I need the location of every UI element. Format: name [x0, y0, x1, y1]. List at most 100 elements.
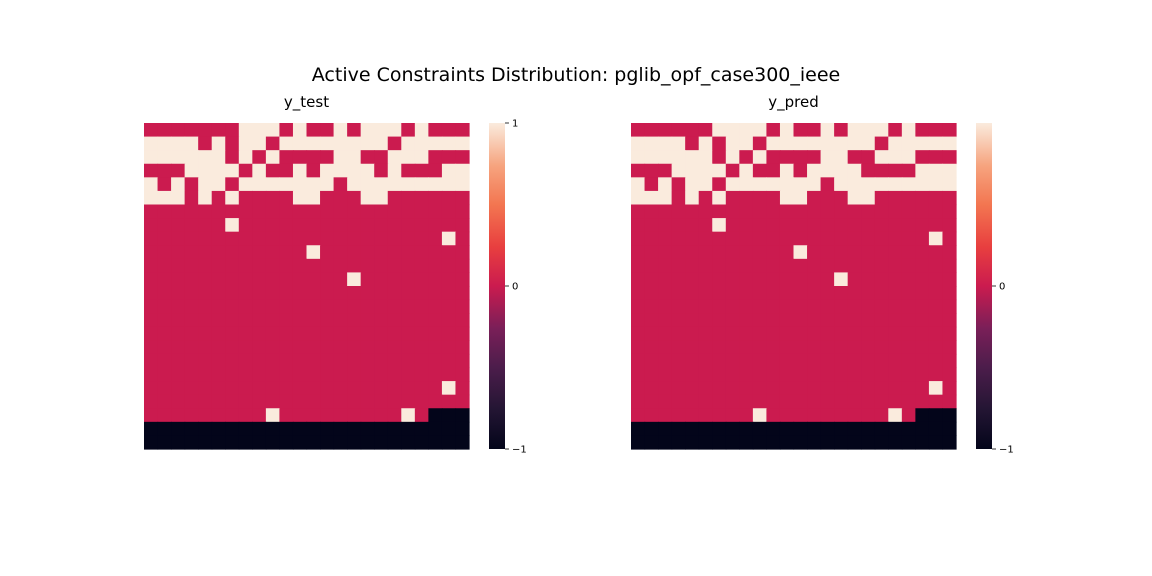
heatmap-cell-r21-c21: [915, 408, 930, 423]
heatmap-cell-r16-c22: [441, 340, 457, 355]
heatmap-cell-r10-c4: [685, 258, 700, 274]
heatmap-cell-r1-c18: [874, 136, 889, 151]
heatmap-cell-r19-c7: [725, 381, 740, 396]
heatmap-cell-r9-c11: [779, 245, 795, 260]
heatmap-cell-r0-c23: [942, 123, 957, 138]
heatmap-cell-r23-c12: [793, 435, 808, 450]
heatmap-cell-r4-c23: [942, 177, 957, 192]
heatmap-cell-r11-c16: [360, 272, 375, 287]
heatmap-cell-r21-c5: [211, 408, 226, 423]
heatmap-cell-r1-c13: [807, 136, 822, 151]
heatmap-cell-r17-c23: [455, 353, 470, 369]
heatmap-cell-r16-c16: [847, 340, 862, 355]
heatmap-cell-r13-c19: [888, 299, 903, 314]
heatmap-cell-r12-c11: [779, 286, 795, 301]
heatmap-cell-r14-c2: [658, 313, 673, 328]
heatmap-cell-r13-c10: [766, 299, 781, 314]
heatmap-cell-r21-c0: [144, 408, 159, 423]
heatmap-cell-r3-c21: [915, 163, 930, 178]
heatmap-cell-r15-c6: [712, 326, 727, 341]
heatmap-cell-r10-c4: [198, 258, 213, 274]
heatmap-cell-r2-c13: [320, 150, 335, 165]
heatmap-cell-r19-c1: [644, 381, 659, 396]
heatmap-cell-r4-c15: [347, 177, 362, 192]
heatmap-cell-r2-c15: [834, 150, 849, 165]
heatmap-cell-r12-c0: [631, 286, 646, 301]
heatmap-cell-r13-c5: [211, 299, 226, 314]
heatmap-cell-r10-c17: [861, 258, 876, 274]
heatmap-cell-r22-c17: [861, 421, 876, 437]
heatmap-cell-r11-c10: [279, 272, 294, 287]
heatmap-cell-r6-c22: [441, 204, 457, 219]
heatmap-cell-r17-c18: [387, 353, 402, 369]
heatmap-cell-r19-c1: [157, 381, 172, 396]
heatmap-cell-r0-c8: [739, 123, 754, 138]
heatmap-cell-r9-c23: [455, 245, 470, 260]
heatmap-cell-r10-c15: [834, 258, 849, 274]
heatmap-cell-r15-c14: [820, 326, 835, 341]
heatmap-cell-r22-c11: [292, 421, 308, 437]
heatmap-cell-r3-c19: [401, 163, 416, 178]
heatmap-cell-r14-c10: [279, 313, 294, 328]
heatmap-cell-r13-c9: [752, 299, 768, 314]
heatmap-cell-r22-c8: [739, 421, 754, 437]
heatmap-cell-r20-c5: [211, 394, 226, 409]
heatmap-cell-r14-c3: [184, 313, 199, 328]
heatmap-cell-r2-c12: [306, 150, 321, 165]
heatmap-cell-r0-c13: [807, 123, 822, 138]
heatmap-cell-r22-c9: [265, 421, 281, 437]
heatmap-cell-r16-c8: [739, 340, 754, 355]
heatmap-cell-r7-c2: [658, 218, 673, 233]
heatmap-cell-r22-c19: [888, 421, 903, 437]
heatmap-cell-r11-c21: [428, 272, 443, 287]
heatmap-cell-r9-c13: [807, 245, 822, 260]
heatmap-cell-r14-c8: [739, 313, 754, 328]
heatmap-cell-r8-c18: [387, 231, 402, 246]
heatmap-cell-r4-c4: [198, 177, 213, 192]
heatmap-cell-r12-c7: [238, 286, 253, 301]
heatmap-cell-r22-c5: [698, 421, 713, 437]
heatmap-cell-r1-c23: [942, 136, 957, 151]
heatmap-cell-r23-c0: [631, 435, 646, 450]
heatmap-cell-r19-c12: [793, 381, 808, 396]
heatmap-cell-r20-c22: [928, 394, 944, 409]
heatmap-cell-r5-c22: [928, 190, 944, 206]
heatmap-cell-r17-c4: [198, 353, 213, 369]
heatmap-cell-r20-c3: [184, 394, 199, 409]
heatmap-cell-r14-c20: [414, 313, 429, 328]
heatmap-cell-r18-c5: [211, 367, 226, 382]
heatmap-cell-r3-c2: [171, 163, 186, 178]
heatmap-cell-r15-c0: [144, 326, 159, 341]
heatmap-cell-r13-c12: [306, 299, 321, 314]
heatmap-cell-r6-c15: [834, 204, 849, 219]
heatmap-cell-r10-c12: [793, 258, 808, 274]
heatmap-cell-r3-c1: [644, 163, 659, 178]
heatmap-cell-r18-c11: [292, 367, 308, 382]
heatmap-cell-r5-c17: [374, 190, 389, 206]
colorbar-gradient: [489, 123, 505, 449]
heatmap-cell-r9-c21: [428, 245, 443, 260]
heatmap-cell-r21-c10: [766, 408, 781, 423]
heatmap-cell-r23-c13: [320, 435, 335, 450]
heatmap-cell-r3-c0: [631, 163, 646, 178]
heatmap-cell-r20-c3: [671, 394, 686, 409]
heatmap-cell-r22-c0: [631, 421, 646, 437]
heatmap-cell-r7-c8: [739, 218, 754, 233]
heatmap-cell-r10-c9: [265, 258, 281, 274]
heatmap-cell-r0-c7: [238, 123, 253, 138]
heatmap-cell-r8-c7: [238, 231, 253, 246]
heatmap-cell-r9-c17: [861, 245, 876, 260]
heatmap-cell-r9-c6: [225, 245, 240, 260]
heatmap-cell-r13-c19: [401, 299, 416, 314]
heatmap-cell-r20-c16: [847, 394, 862, 409]
heatmap-title-y-test: y_test: [283, 93, 330, 111]
heatmap-cell-r5-c4: [198, 190, 213, 206]
heatmap-cell-r7-c11: [779, 218, 795, 233]
heatmap-cell-r7-c19: [401, 218, 416, 233]
heatmap-cell-r13-c3: [671, 299, 686, 314]
heatmap-cell-r11-c15: [834, 272, 849, 287]
heatmap-cell-r13-c6: [712, 299, 727, 314]
heatmap-cell-r4-c0: [144, 177, 159, 192]
heatmap-cell-r7-c7: [238, 218, 253, 233]
heatmap-cell-r8-c11: [779, 231, 795, 246]
